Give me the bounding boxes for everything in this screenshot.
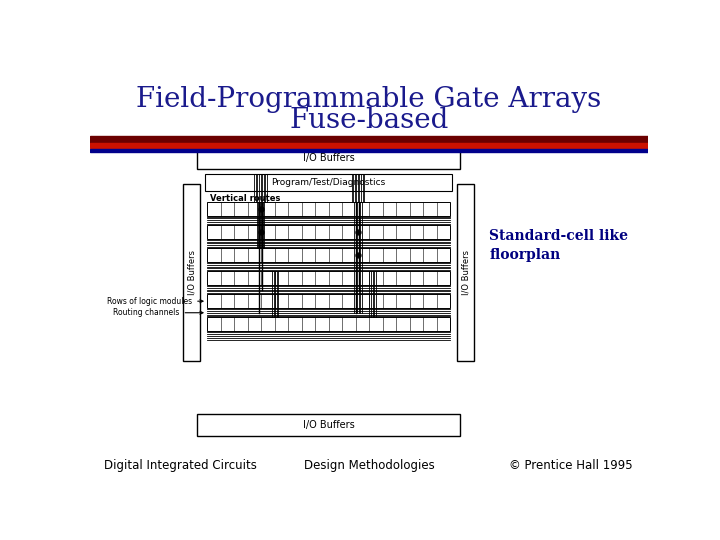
Text: Field-Programmable Gate Arrays: Field-Programmable Gate Arrays [136, 86, 602, 113]
Bar [90, 148, 648, 152]
Text: Digital Integrated Circuits: Digital Integrated Circuits [104, 458, 257, 472]
Text: Standard-cell like
floorplan: Standard-cell like floorplan [489, 229, 628, 262]
Bar [207, 271, 451, 285]
Bar [457, 184, 474, 361]
Bar [207, 248, 451, 262]
Text: Rows of logic modules: Rows of logic modules [107, 296, 203, 306]
Text: Design Methodologies: Design Methodologies [304, 458, 434, 472]
Text: Vertical routes: Vertical routes [210, 193, 281, 202]
Bar [207, 294, 451, 308]
Text: © Prentice Hall 1995: © Prentice Hall 1995 [509, 458, 632, 472]
Text: I/O Buffers: I/O Buffers [303, 420, 354, 430]
Bar [197, 414, 461, 436]
Text: I/O Buffers: I/O Buffers [303, 153, 354, 163]
Text: Program/Test/Diagnostics: Program/Test/Diagnostics [271, 178, 386, 187]
Bar [197, 147, 461, 168]
Text: Routing channels: Routing channels [113, 308, 203, 317]
Text: I/O Buffers: I/O Buffers [187, 250, 196, 295]
Bar [90, 143, 648, 148]
Bar [90, 136, 648, 143]
Bar [207, 318, 451, 331]
Bar [183, 184, 200, 361]
Text: Fuse-based: Fuse-based [289, 107, 449, 134]
Text: I/O Buffers: I/O Buffers [462, 250, 470, 295]
Bar [207, 225, 451, 239]
Bar [205, 174, 452, 191]
Bar [207, 202, 451, 215]
